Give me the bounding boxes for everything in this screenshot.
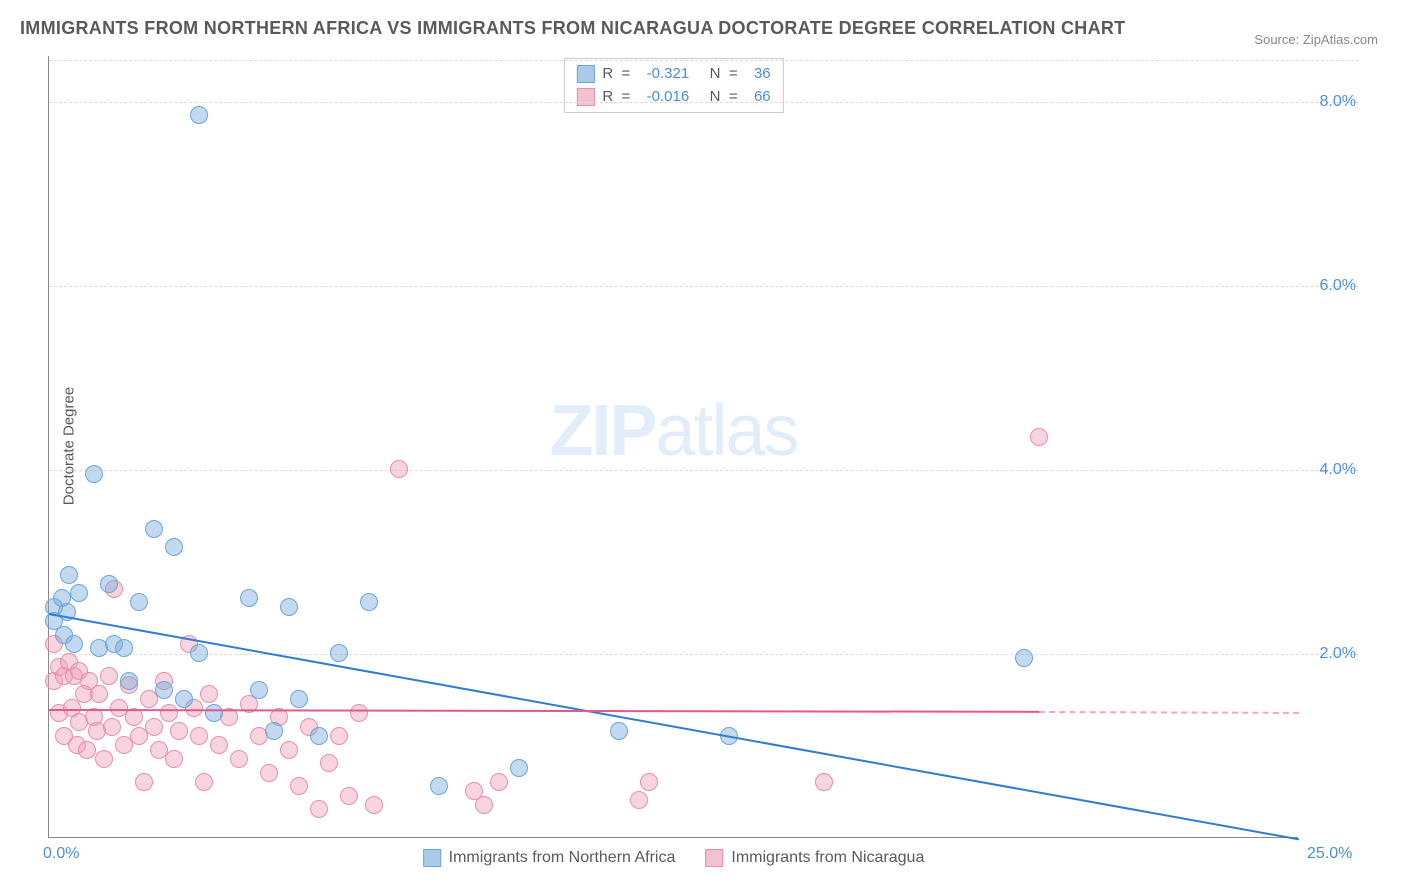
- legend-series-name: Immigrants from Northern Africa: [449, 849, 676, 867]
- scatter-point: [365, 796, 383, 814]
- scatter-point: [610, 722, 628, 740]
- chart-plot-area: ZIPatlas R = -0.321 N = 36R = -0.016 N =…: [48, 56, 1298, 838]
- scatter-point: [95, 750, 113, 768]
- legend-n-value: 36: [754, 63, 771, 86]
- gridline: [49, 102, 1359, 103]
- scatter-point: [250, 681, 268, 699]
- scatter-point: [190, 727, 208, 745]
- gridline: [49, 286, 1359, 287]
- scatter-point: [490, 773, 508, 791]
- scatter-point: [103, 718, 121, 736]
- watermark-atlas: atlas: [655, 391, 797, 471]
- legend-row: R = -0.321 N = 36: [576, 63, 770, 86]
- scatter-point: [155, 681, 173, 699]
- legend-n-value: 66: [754, 86, 771, 109]
- scatter-point: [100, 667, 118, 685]
- scatter-point: [165, 750, 183, 768]
- scatter-point: [210, 736, 228, 754]
- x-tick-label: 25.0%: [1307, 845, 1352, 863]
- y-tick-label: 4.0%: [1320, 461, 1356, 479]
- scatter-point: [815, 773, 833, 791]
- scatter-point: [145, 520, 163, 538]
- source-label: Source:: [1254, 32, 1299, 47]
- y-tick-label: 2.0%: [1320, 645, 1356, 663]
- scatter-point: [120, 672, 138, 690]
- scatter-point: [190, 644, 208, 662]
- scatter-point: [90, 685, 108, 703]
- legend-row: R = -0.016 N = 66: [576, 86, 770, 109]
- scatter-point: [200, 685, 218, 703]
- scatter-point: [175, 690, 193, 708]
- scatter-point: [160, 704, 178, 722]
- scatter-point: [340, 787, 358, 805]
- gridline: [49, 470, 1359, 471]
- gridline: [49, 654, 1359, 655]
- legend-r-value: -0.321: [647, 63, 690, 86]
- scatter-point: [1015, 649, 1033, 667]
- scatter-point: [60, 566, 78, 584]
- scatter-point: [1030, 428, 1048, 446]
- scatter-point: [390, 460, 408, 478]
- legend-item: Immigrants from Nicaragua: [705, 849, 924, 867]
- legend-swatch: [705, 849, 723, 867]
- scatter-point: [350, 704, 368, 722]
- legend-swatch: [576, 65, 594, 83]
- trend-line: [49, 613, 1299, 840]
- scatter-point: [280, 598, 298, 616]
- trend-line: [1039, 711, 1299, 714]
- scatter-point: [360, 593, 378, 611]
- legend-item: Immigrants from Northern Africa: [423, 849, 676, 867]
- source-attribution: Source: ZipAtlas.com: [1254, 32, 1378, 47]
- scatter-point: [430, 777, 448, 795]
- scatter-point: [280, 741, 298, 759]
- scatter-point: [78, 741, 96, 759]
- scatter-point: [195, 773, 213, 791]
- legend-r-label: R =: [602, 63, 638, 86]
- y-tick-label: 8.0%: [1320, 93, 1356, 111]
- scatter-point: [310, 727, 328, 745]
- scatter-point: [85, 465, 103, 483]
- scatter-point: [170, 722, 188, 740]
- scatter-point: [130, 593, 148, 611]
- scatter-point: [190, 106, 208, 124]
- legend-r-label: R =: [602, 86, 638, 109]
- series-legend: Immigrants from Northern Africa Immigrant…: [423, 849, 925, 867]
- scatter-point: [70, 584, 88, 602]
- scatter-point: [630, 791, 648, 809]
- gridline: [49, 60, 1359, 61]
- watermark-zip: ZIP: [549, 391, 655, 471]
- scatter-point: [510, 759, 528, 777]
- scatter-point: [260, 764, 278, 782]
- y-tick-label: 6.0%: [1320, 277, 1356, 295]
- scatter-point: [330, 727, 348, 745]
- correlation-legend: R = -0.321 N = 36R = -0.016 N = 66: [563, 58, 783, 113]
- scatter-point: [265, 722, 283, 740]
- scatter-point: [290, 777, 308, 795]
- scatter-point: [115, 639, 133, 657]
- chart-title: IMMIGRANTS FROM NORTHERN AFRICA VS IMMIG…: [20, 18, 1125, 39]
- scatter-point: [65, 635, 83, 653]
- watermark: ZIPatlas: [549, 390, 797, 472]
- scatter-point: [290, 690, 308, 708]
- source-link[interactable]: ZipAtlas.com: [1303, 32, 1378, 47]
- scatter-point: [135, 773, 153, 791]
- scatter-point: [320, 754, 338, 772]
- scatter-point: [145, 718, 163, 736]
- scatter-point: [100, 575, 118, 593]
- scatter-point: [330, 644, 348, 662]
- legend-r-value: -0.016: [647, 86, 690, 109]
- scatter-point: [165, 538, 183, 556]
- legend-n-label: N =: [697, 63, 746, 86]
- legend-n-label: N =: [697, 86, 746, 109]
- scatter-point: [230, 750, 248, 768]
- legend-swatch: [576, 88, 594, 106]
- scatter-point: [205, 704, 223, 722]
- legend-series-name: Immigrants from Nicaragua: [731, 849, 924, 867]
- scatter-point: [240, 589, 258, 607]
- legend-swatch: [423, 849, 441, 867]
- scatter-point: [310, 800, 328, 818]
- scatter-point: [640, 773, 658, 791]
- x-tick-label: 0.0%: [43, 845, 79, 863]
- scatter-point: [475, 796, 493, 814]
